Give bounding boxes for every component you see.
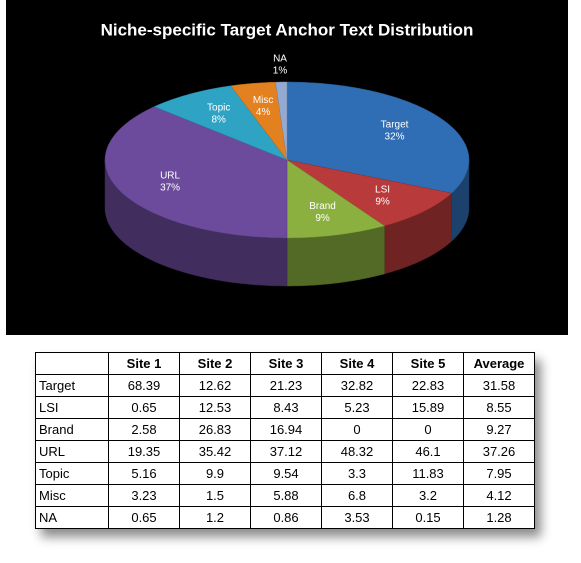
column-header: Average <box>463 352 535 375</box>
slice <box>230 81 288 161</box>
slice <box>286 159 453 227</box>
slice-value-label: 32% <box>385 131 405 142</box>
slice-value-label: 9% <box>315 213 330 224</box>
table-cell: 12.53 <box>179 396 251 419</box>
row-label: Target <box>35 374 109 397</box>
table-cell: 26.83 <box>179 418 251 441</box>
slice-value-label: 1% <box>273 66 288 77</box>
table-cell: 5.88 <box>250 484 322 507</box>
slice <box>153 85 288 161</box>
table-cell: 3.3 <box>321 462 393 485</box>
table-cell: 8.43 <box>250 396 322 419</box>
table-cell: 8.55 <box>463 396 535 419</box>
table-cell: 37.12 <box>250 440 322 463</box>
chart-title: Niche-specific Target Anchor Text Distri… <box>101 20 474 39</box>
table-cell: 32.82 <box>321 374 393 397</box>
slice-value-label: 4% <box>256 107 271 118</box>
table-cell: 0 <box>321 418 393 441</box>
slice-label: Brand <box>309 201 336 212</box>
slice-label: Misc <box>253 95 274 106</box>
table-cell: 19.35 <box>108 440 180 463</box>
table-cell: 3.2 <box>392 484 464 507</box>
table-cell: 68.39 <box>108 374 180 397</box>
table-cell: 6.8 <box>321 484 393 507</box>
table-cell: 3.53 <box>321 506 393 529</box>
slice <box>286 81 470 194</box>
row-label: NA <box>35 506 109 529</box>
table-cell: 2.58 <box>108 418 180 441</box>
slice-value-label: 9% <box>375 197 390 208</box>
row-label: URL <box>35 440 109 463</box>
table-cell: 15.89 <box>392 396 464 419</box>
table-cell: 0.65 <box>108 506 180 529</box>
table-cell: 22.83 <box>392 374 464 397</box>
header-row: Site 1 Site 2 Site 3 Site 4 Site 5 Average <box>35 352 535 375</box>
table-cell: 1.5 <box>179 484 251 507</box>
row-label: Topic <box>35 462 109 485</box>
table-row: Misc 3.23 1.5 5.88 6.8 3.2 4.12 <box>35 484 535 507</box>
slice-label: NA <box>273 54 287 65</box>
slice-value-label: 8% <box>212 115 227 126</box>
slice-value-label: 37% <box>160 182 180 193</box>
table-cell: 3.23 <box>108 484 180 507</box>
table-row: Topic 5.16 9.9 9.54 3.3 11.83 7.95 <box>35 462 535 485</box>
table-cell: 1.28 <box>463 506 535 529</box>
row-label: Misc <box>35 484 109 507</box>
chart: Niche-specific Target Anchor Text Distri… <box>6 0 568 335</box>
table-cell: 0.86 <box>250 506 322 529</box>
slice <box>104 106 288 239</box>
table-cell: 0.15 <box>392 506 464 529</box>
slice-label: URL <box>160 170 180 181</box>
table-row: NA 0.65 1.2 0.86 3.53 0.15 1.28 <box>35 506 535 529</box>
slice-label: Target <box>381 119 409 130</box>
table-body: Target 68.39 12.62 21.23 32.82 22.83 31.58 LSI 0… <box>35 374 535 529</box>
corner-cell <box>35 352 109 375</box>
column-header: Site 3 <box>250 352 322 375</box>
table-cell: 12.62 <box>179 374 251 397</box>
row-label: LSI <box>35 396 109 419</box>
slice <box>286 159 386 239</box>
table-cell: 0 <box>392 418 464 441</box>
table-cell: 21.23 <box>250 374 322 397</box>
table-cell: 7.95 <box>463 462 535 485</box>
slice <box>275 81 288 161</box>
table-cell: 0.65 <box>108 396 180 419</box>
slice-label: LSI <box>375 185 390 196</box>
table-row: Target 68.39 12.62 21.23 32.82 22.83 31.58 <box>35 374 535 397</box>
table-cell: 1.2 <box>179 506 251 529</box>
table-cell: 16.94 <box>250 418 322 441</box>
table-cell: 9.9 <box>179 462 251 485</box>
table-row: LSI 0.65 12.53 8.43 5.23 15.89 8.55 <box>35 396 535 419</box>
table-cell: 37.26 <box>463 440 535 463</box>
table-cell: 11.83 <box>392 462 464 485</box>
table-cell: 5.16 <box>108 462 180 485</box>
row-label: Brand <box>35 418 109 441</box>
table-cell: 4.12 <box>463 484 535 507</box>
table-row: Brand 2.58 26.83 16.94 0 0 9.27 <box>35 418 535 441</box>
table-cell: 35.42 <box>179 440 251 463</box>
table-cell: 46.1 <box>392 440 464 463</box>
data-table: Site 1 Site 2 Site 3 Site 4 Site 5 Average Ta… <box>35 352 535 529</box>
slice-label: Topic <box>207 103 230 114</box>
table-row: URL 19.35 35.42 37.12 48.32 46.1 37.26 <box>35 440 535 463</box>
table-cell: 5.23 <box>321 396 393 419</box>
table-cell: 31.58 <box>463 374 535 397</box>
table-cell: 48.32 <box>321 440 393 463</box>
column-header: Site 5 <box>392 352 464 375</box>
column-header: Site 1 <box>108 352 180 375</box>
table-cell: 9.27 <box>463 418 535 441</box>
column-header: Site 2 <box>179 352 251 375</box>
table-cell: 9.54 <box>250 462 322 485</box>
column-header: Site 4 <box>321 352 393 375</box>
